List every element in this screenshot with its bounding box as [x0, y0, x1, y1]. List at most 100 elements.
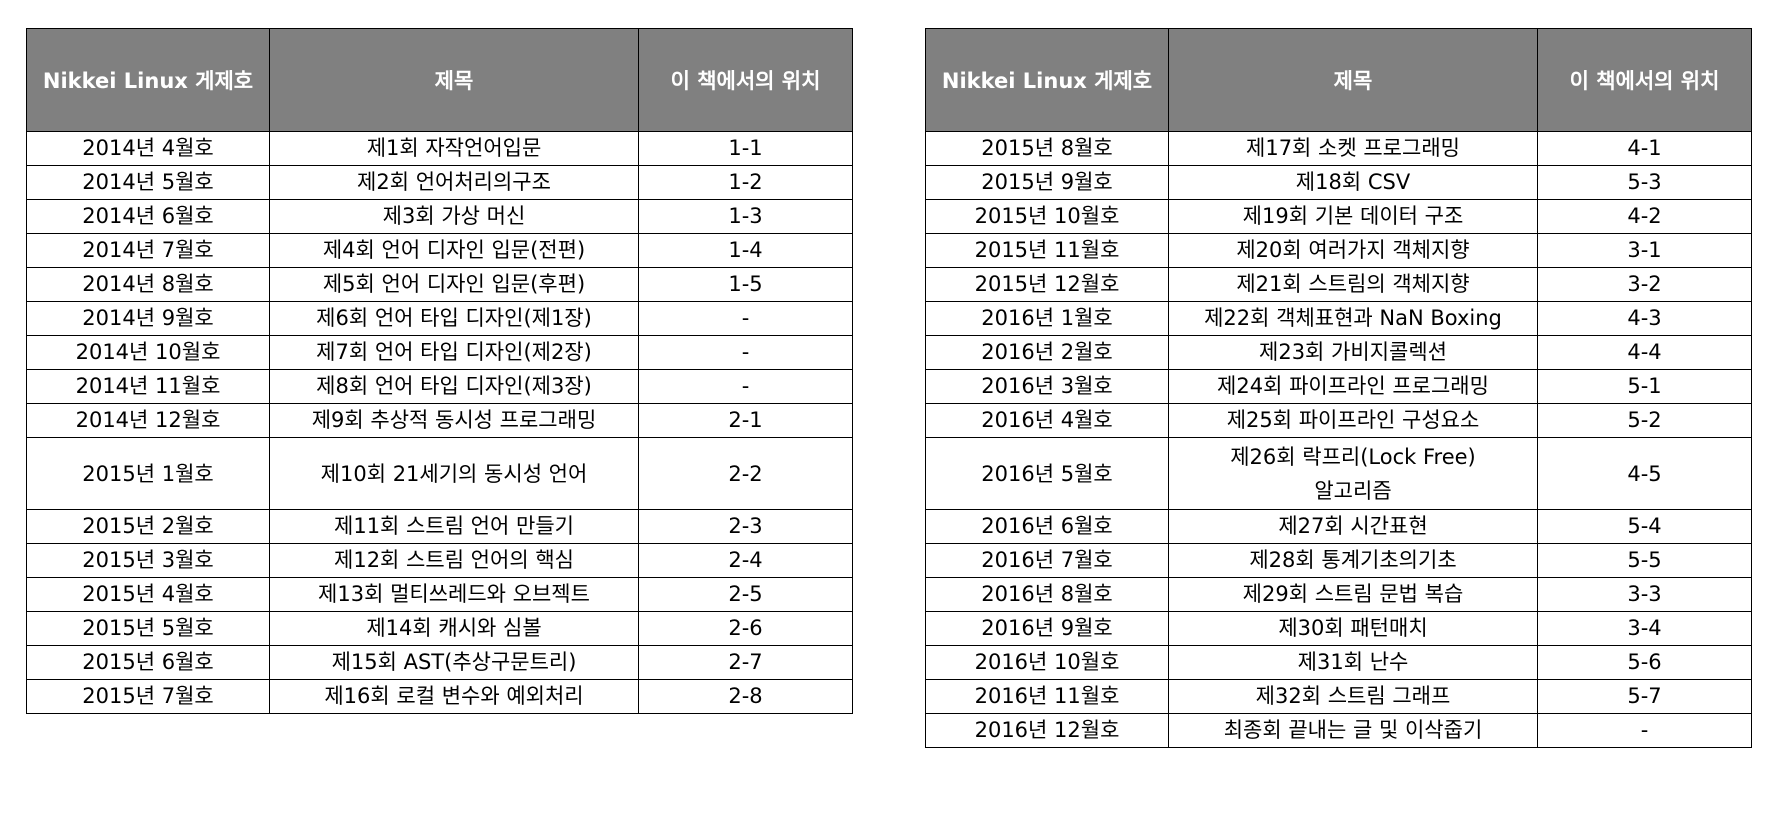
cell-issue: 2014년 5월호	[26, 165, 270, 200]
cell-title: 제16회 로컬 변수와 예외처리	[269, 679, 639, 714]
cell-title: 제27회 시간표현	[1168, 509, 1538, 544]
cell-title: 제20회 여러가지 객체지향	[1168, 233, 1538, 268]
table-row: 2015년 8월호 제17회 소켓 프로그래밍 4-1	[925, 131, 1752, 166]
table-row: 2015년 5월호 제14회 캐시와 심볼 2-6	[26, 611, 853, 646]
cell-issue: 2016년 3월호	[925, 369, 1169, 404]
cell-issue: 2016년 5월호	[925, 437, 1169, 510]
table-row: 2015년 4월호 제13회 멀티쓰레드와 오브젝트 2-5	[26, 577, 853, 612]
cell-issue: 2016년 9월호	[925, 611, 1169, 646]
cell-title: 제11회 스트림 언어 만들기	[269, 509, 639, 544]
cell-title: 제5회 언어 디자인 입문(후편)	[269, 267, 639, 302]
cell-location: -	[638, 369, 853, 404]
table-row: 2014년 7월호 제4회 언어 디자인 입문(전편) 1-4	[26, 233, 853, 268]
table-row: 2014년 11월호 제8회 언어 타입 디자인(제3장) -	[26, 369, 853, 404]
table-row: 2016년 7월호 제28회 통계기초의기초 5-5	[925, 543, 1752, 578]
cell-title: 최종회 끝내는 글 및 이삭줍기	[1168, 713, 1538, 748]
cell-location: 5-5	[1537, 543, 1752, 578]
cell-location: 2-7	[638, 645, 853, 680]
cell-issue: 2016년 6월호	[925, 509, 1169, 544]
cell-title: 제18회 CSV	[1168, 165, 1538, 200]
table-row: 2015년 12월호 제21회 스트림의 객체지향 3-2	[925, 267, 1752, 302]
cell-title: 제4회 언어 디자인 입문(전편)	[269, 233, 639, 268]
table-body-right: 2015년 8월호 제17회 소켓 프로그래밍 4-1 2015년 9월호 제18회 C…	[925, 131, 1752, 748]
cell-title: 제22회 객체표현과 NaN Boxing	[1168, 301, 1538, 336]
cell-location: -	[1537, 713, 1752, 748]
cell-title: 제31회 난수	[1168, 645, 1538, 680]
cell-location: 3-4	[1537, 611, 1752, 646]
cell-location: 5-2	[1537, 403, 1752, 438]
table-row: 2016년 1월호 제22회 객체표현과 NaN Boxing 4-3	[925, 301, 1752, 336]
cell-location: -	[638, 335, 853, 370]
cell-issue: 2014년 12월호	[26, 403, 270, 438]
table-row: 2015년 10월호 제19회 기본 데이터 구조 4-2	[925, 199, 1752, 234]
cell-location: 2-1	[638, 403, 853, 438]
table-row: 2016년 2월호 제23회 가비지콜렉션 4-4	[925, 335, 1752, 370]
cell-title: 제12회 스트림 언어의 핵심	[269, 543, 639, 578]
cell-issue: 2015년 7월호	[26, 679, 270, 714]
cell-title: 제6회 언어 타입 디자인(제1장)	[269, 301, 639, 336]
cell-location: 1-2	[638, 165, 853, 200]
cell-issue: 2015년 11월호	[925, 233, 1169, 268]
cell-title: 제25회 파이프라인 구성요소	[1168, 403, 1538, 438]
header-location: 이 책에서의 위치	[1537, 28, 1752, 132]
table-row: 2016년 3월호 제24회 파이프라인 프로그래밍 5-1	[925, 369, 1752, 404]
table-row: 2016년 10월호 제31회 난수 5-6	[925, 645, 1752, 680]
cell-title: 제19회 기본 데이터 구조	[1168, 199, 1538, 234]
cell-title: 제7회 언어 타입 디자인(제2장)	[269, 335, 639, 370]
serial-table-left: Nikkei Linux 게제호 제목 이 책에서의 위치 2014년 4월호 제…	[26, 28, 853, 714]
table-row: 2014년 5월호 제2회 언어처리의구조 1-2	[26, 165, 853, 200]
cell-issue: 2015년 2월호	[26, 509, 270, 544]
cell-location: 5-6	[1537, 645, 1752, 680]
table-row: 2016년 6월호 제27회 시간표현 5-4	[925, 509, 1752, 544]
cell-title: 제1회 자작언어입문	[269, 131, 639, 166]
table-row: 2016년 4월호 제25회 파이프라인 구성요소 5-2	[925, 403, 1752, 438]
cell-location: 4-3	[1537, 301, 1752, 336]
header-title: 제목	[1168, 28, 1538, 132]
header-issue: Nikkei Linux 게제호	[26, 28, 270, 132]
cell-issue: 2015년 12월호	[925, 267, 1169, 302]
cell-issue: 2015년 9월호	[925, 165, 1169, 200]
cell-title: 제14회 캐시와 심볼	[269, 611, 639, 646]
cell-issue: 2015년 4월호	[26, 577, 270, 612]
cell-location: 3-1	[1537, 233, 1752, 268]
cell-location: 5-4	[1537, 509, 1752, 544]
cell-title: 제23회 가비지콜렉션	[1168, 335, 1538, 370]
table-row: 2014년 4월호 제1회 자작언어입문 1-1	[26, 131, 853, 166]
cell-issue: 2016년 7월호	[925, 543, 1169, 578]
cell-title: 제32회 스트림 그래프	[1168, 679, 1538, 714]
cell-location: 2-6	[638, 611, 853, 646]
table-row: 2015년 7월호 제16회 로컬 변수와 예외처리 2-8	[26, 679, 853, 714]
cell-location: 1-4	[638, 233, 853, 268]
cell-title: 제13회 멀티쓰레드와 오브젝트	[269, 577, 639, 612]
cell-title: 제28회 통계기초의기초	[1168, 543, 1538, 578]
cell-location: 4-5	[1537, 437, 1752, 510]
table-row: 2015년 9월호 제18회 CSV 5-3	[925, 165, 1752, 200]
table-row: 2014년 10월호 제7회 언어 타입 디자인(제2장) -	[26, 335, 853, 370]
cell-location: 4-1	[1537, 131, 1752, 166]
table-row: 2014년 9월호 제6회 언어 타입 디자인(제1장) -	[26, 301, 853, 336]
cell-title: 제17회 소켓 프로그래밍	[1168, 131, 1538, 166]
table-row: 2014년 12월호 제9회 추상적 동시성 프로그래밍 2-1	[26, 403, 853, 438]
table-row: 2015년 6월호 제15회 AST(추상구문트리) 2-7	[26, 645, 853, 680]
cell-location: 4-4	[1537, 335, 1752, 370]
header-location: 이 책에서의 위치	[638, 28, 853, 132]
cell-location: 3-3	[1537, 577, 1752, 612]
table-row: 2014년 8월호 제5회 언어 디자인 입문(후편) 1-5	[26, 267, 853, 302]
cell-issue: 2015년 6월호	[26, 645, 270, 680]
cell-issue: 2014년 8월호	[26, 267, 270, 302]
cell-title: 제26회 락프리(Lock Free) 알고리즘	[1168, 437, 1538, 510]
cell-title: 제21회 스트림의 객체지향	[1168, 267, 1538, 302]
cell-issue: 2015년 8월호	[925, 131, 1169, 166]
cell-location: -	[638, 301, 853, 336]
cell-issue: 2016년 2월호	[925, 335, 1169, 370]
table-row: 2015년 1월호 제10회 21세기의 동시성 언어 2-2	[26, 437, 853, 510]
cell-issue: 2016년 8월호	[925, 577, 1169, 612]
cell-location: 2-5	[638, 577, 853, 612]
cell-issue: 2014년 4월호	[26, 131, 270, 166]
cell-location: 5-3	[1537, 165, 1752, 200]
cell-issue: 2016년 12월호	[925, 713, 1169, 748]
header-row: Nikkei Linux 게제호 제목 이 책에서의 위치	[26, 28, 853, 132]
cell-title: 제30회 패턴매치	[1168, 611, 1538, 646]
cell-issue: 2015년 1월호	[26, 437, 270, 510]
cell-title: 제3회 가상 머신	[269, 199, 639, 234]
